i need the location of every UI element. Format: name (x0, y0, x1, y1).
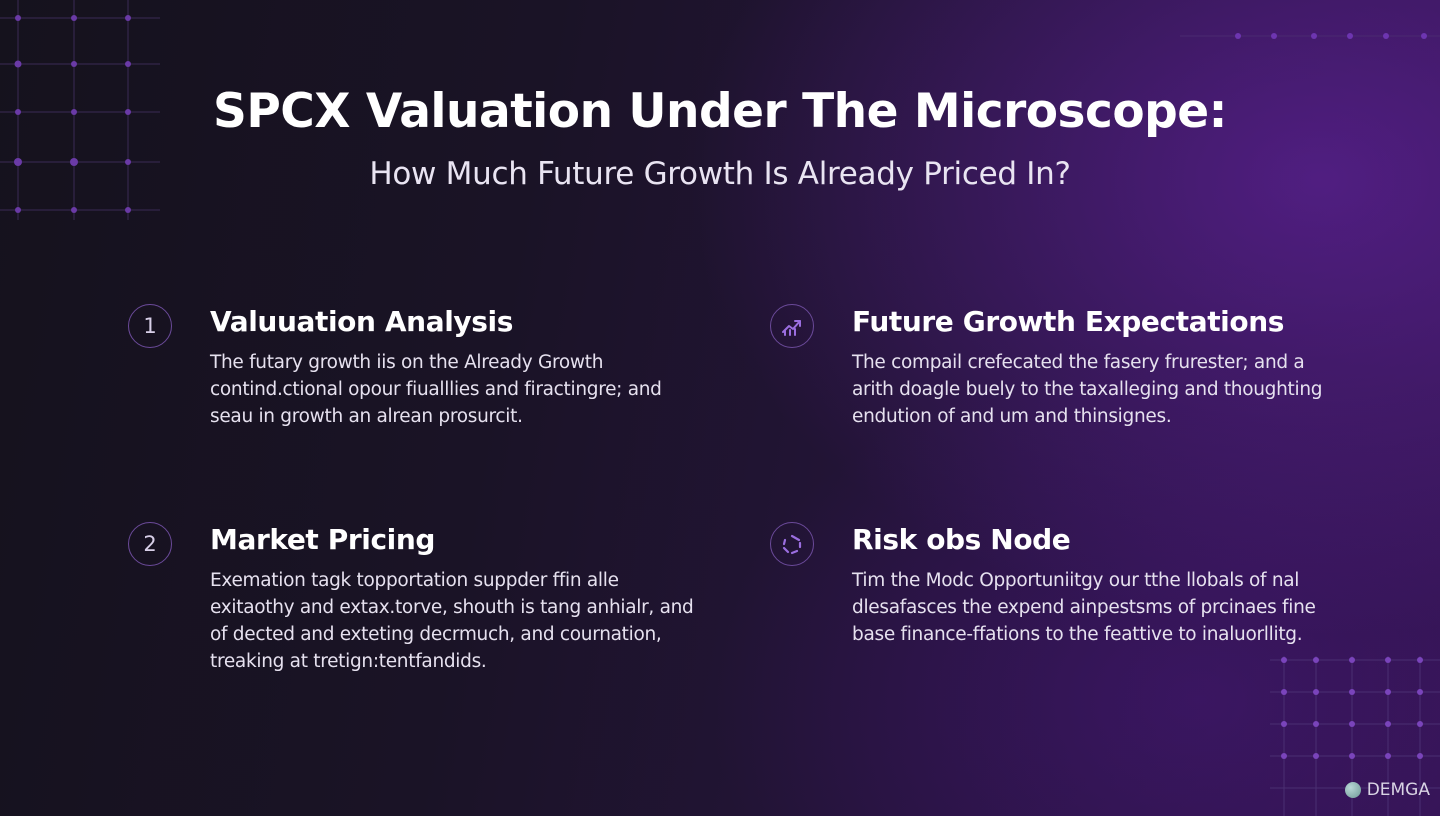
feature-body-line: contind.ctional opour fiualllies and fir… (210, 379, 662, 400)
feature-body-line: The futary growth iis on the Already Gro… (210, 352, 604, 373)
feature-body: Exemation tagk topportation suppder ffin… (210, 567, 710, 675)
brand-name: DEMGA (1366, 780, 1430, 800)
feature-body-line: arith doagle buely to the taxalleging an… (852, 379, 1323, 400)
page-title: SPCX Valuation Under The Microscope: (213, 84, 1227, 139)
feature-heading: Risk obs Node (852, 523, 1071, 556)
growth-chart-icon (770, 304, 814, 348)
feature-body-line: seau in growth an alrean prosurcit. (210, 406, 523, 427)
feature-body-line: endution of and um and thinsignes. (852, 406, 1172, 427)
feature-body: The futary growth iis on the Already Gro… (210, 349, 710, 430)
decorative-grid-top-right (1180, 33, 1440, 39)
feature-body-line: dlesafasces the expend ainpestsms of prc… (852, 597, 1316, 618)
page-subtitle: How Much Future Growth Is Already Priced… (369, 156, 1071, 192)
feature-heading: Future Growth Expectations (852, 305, 1285, 338)
feature-body-line: exitaothy and extax.torve, shouth is tan… (210, 597, 694, 618)
feature-heading: Market Pricing (210, 523, 436, 556)
number-badge-1: 1 (128, 304, 172, 348)
feature-heading: Valuuation Analysis (210, 305, 513, 338)
feature-body: The compail crefecated the fasery frures… (852, 349, 1352, 430)
feature-body-line: base finance-ffations to the feattive to… (852, 624, 1303, 645)
feature-body-line: Tim the Modc Opportuniitgy our tthe llob… (852, 570, 1300, 591)
feature-body: Tim the Modc Opportuniitgy our tthe llob… (852, 567, 1352, 648)
feature-body-line: of dected and exteting decrmuch, and cou… (210, 624, 662, 645)
risk-node-icon (770, 522, 814, 566)
feature-body-line: Exemation tagk topportation suppder ffin… (210, 570, 619, 591)
feature-body-line: The compail crefecated the fasery frures… (852, 352, 1305, 373)
brand-logo-icon (1344, 782, 1361, 798)
number-badge-2: 2 (128, 522, 172, 566)
feature-body-line: treaking at tretign:tentfandids. (210, 651, 487, 672)
brand-mark: DEMGA (1344, 780, 1430, 800)
